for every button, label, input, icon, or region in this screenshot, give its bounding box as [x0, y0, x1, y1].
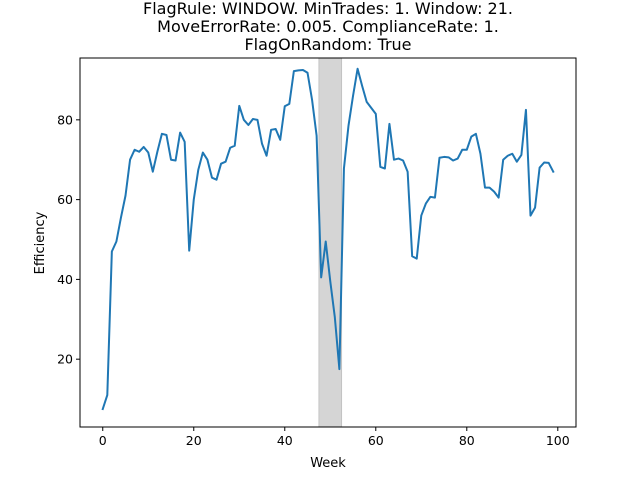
y-axis: 20 40 60 80 — [57, 112, 80, 367]
chart-title: FlagRule: WINDOW. MinTrades: 1. Window: … — [143, 0, 513, 54]
y-axis-label: Efficiency — [33, 211, 48, 274]
x-axis: 0 20 40 60 80 100 — [99, 427, 570, 448]
highlight-band — [318, 57, 343, 428]
title-line-2: MoveErrorRate: 0.005. ComplianceRate: 1. — [157, 17, 499, 36]
y-tick-label: 20 — [57, 352, 73, 367]
x-tick-label: 60 — [368, 433, 384, 448]
plot-area — [101, 57, 555, 428]
y-tick-label: 40 — [57, 272, 73, 287]
y-tick-label: 60 — [57, 192, 73, 207]
x-tick-label: 40 — [277, 433, 293, 448]
title-line-3: FlagOnRandom: True — [244, 35, 411, 54]
x-tick-label: 100 — [546, 433, 570, 448]
series-line-0 — [101, 67, 555, 411]
x-tick-label: 0 — [99, 433, 107, 448]
axes-frame — [79, 57, 577, 428]
title-line-1: FlagRule: WINDOW. MinTrades: 1. Window: … — [143, 0, 513, 18]
x-axis-label: Week — [310, 456, 346, 471]
x-tick-label: 80 — [459, 433, 475, 448]
y-tick-label: 80 — [57, 112, 73, 127]
x-tick-label: 20 — [186, 433, 202, 448]
